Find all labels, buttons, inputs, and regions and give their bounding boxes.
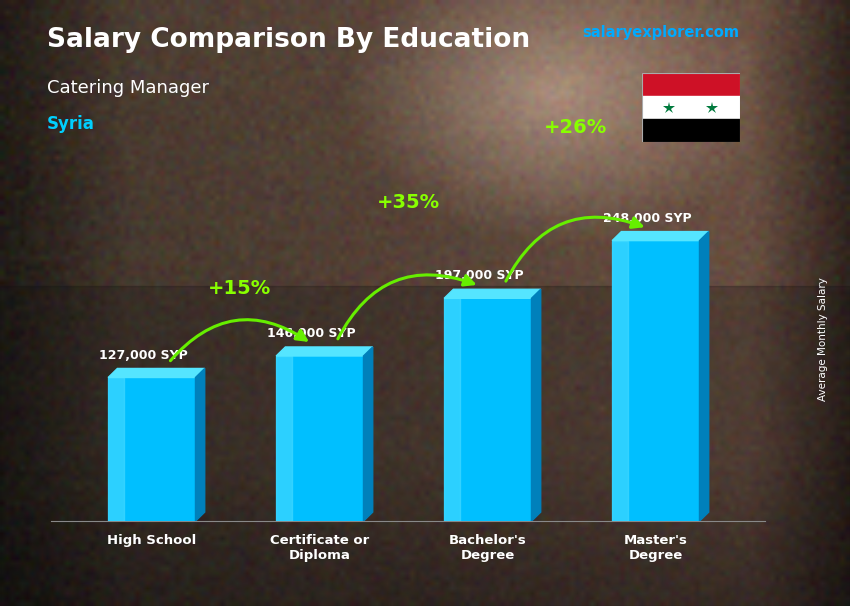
Text: Catering Manager: Catering Manager [47,79,209,97]
Text: 127,000 SYP: 127,000 SYP [99,348,188,362]
Polygon shape [444,289,541,298]
Bar [642,96,740,119]
FancyArrowPatch shape [337,275,473,339]
Bar [642,73,740,96]
Bar [0,286,850,606]
Polygon shape [444,298,460,521]
Polygon shape [612,241,628,521]
Text: 248,000 SYP: 248,000 SYP [604,211,692,225]
Polygon shape [700,231,709,521]
Polygon shape [276,347,372,356]
Bar [642,119,740,142]
Polygon shape [612,231,709,241]
Text: Salary Comparison By Education: Salary Comparison By Education [47,27,530,53]
Text: +35%: +35% [377,193,439,211]
Text: +26%: +26% [544,118,608,137]
Polygon shape [531,289,541,521]
Text: +15%: +15% [208,279,272,298]
Text: salaryexplorer.com: salaryexplorer.com [582,25,740,41]
Polygon shape [108,378,124,521]
Polygon shape [196,368,205,521]
FancyArrowPatch shape [506,217,642,281]
Text: 146,000 SYP: 146,000 SYP [267,327,355,340]
Polygon shape [364,347,372,521]
Text: 197,000 SYP: 197,000 SYP [435,270,524,282]
Bar [108,378,196,521]
Polygon shape [276,356,292,521]
Text: Average Monthly Salary: Average Monthly Salary [818,278,828,401]
Text: Syria: Syria [47,115,94,133]
FancyArrowPatch shape [170,320,306,361]
Bar [444,298,531,521]
Bar [276,356,364,521]
Bar [612,241,700,521]
Polygon shape [108,368,205,378]
